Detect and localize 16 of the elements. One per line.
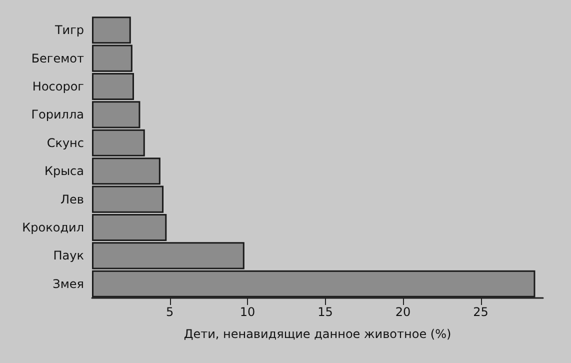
x-tick-label: 20 [395, 305, 411, 319]
y-tick-label: Змея [52, 276, 84, 291]
y-tick-label: Тигр [54, 23, 84, 38]
x-tick-label: 15 [318, 305, 333, 319]
x-axis-title: Дети, ненавидящие данное животное (%) [184, 327, 452, 341]
x-tick-label: 25 [473, 305, 488, 319]
y-tick-label: Бегемот [31, 51, 84, 66]
x-tick-label: 5 [166, 305, 174, 319]
y-tick-label: Лев [60, 192, 84, 206]
x-tick-label: 10 [240, 305, 256, 319]
y-tick-label: Скунс [46, 136, 84, 150]
y-tick-label: Паук [53, 248, 84, 263]
y-tick-label: Носорог [32, 80, 84, 94]
y-tick-label: Горилла [31, 108, 84, 122]
y-tick-label: Крыса [44, 164, 84, 178]
y-tick-label: Крокодил [22, 220, 84, 234]
